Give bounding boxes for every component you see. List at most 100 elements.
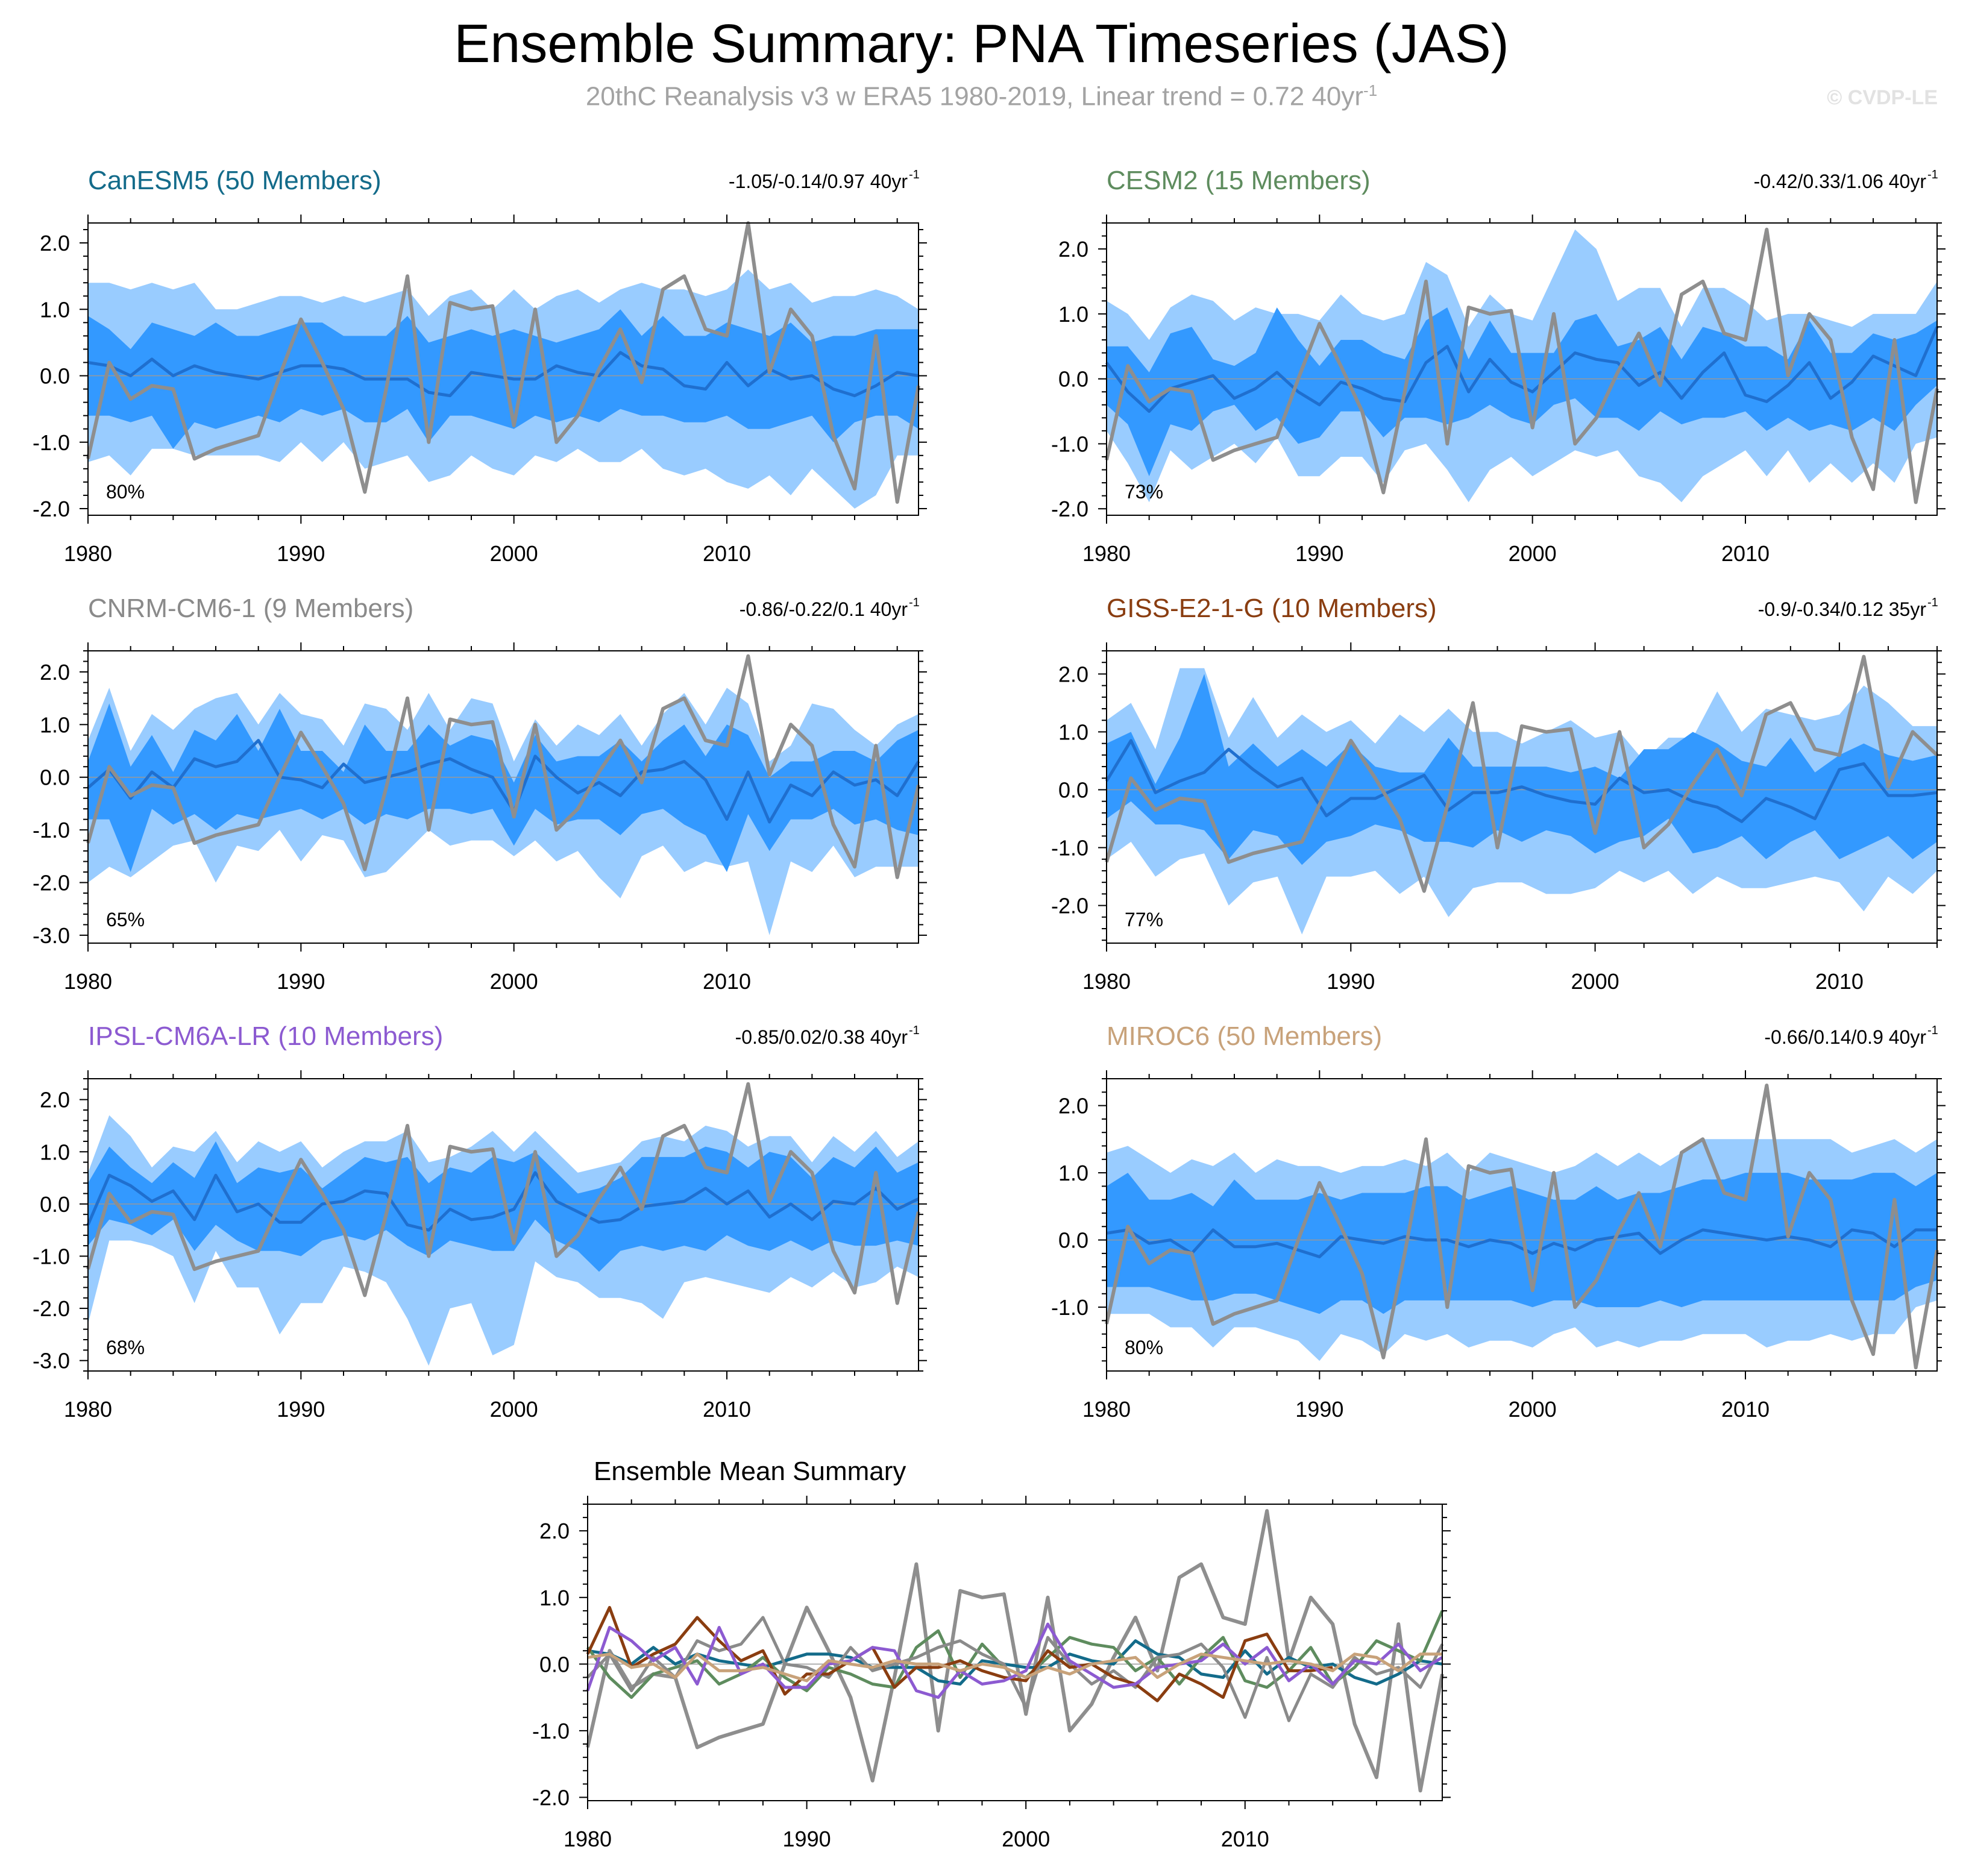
plot-frame-1 [1106, 222, 1938, 516]
xtick-label-5: 2000 [1509, 1397, 1557, 1422]
observed-line-1 [1105, 227, 1939, 504]
subtitle-exponent: -1 [1363, 81, 1378, 99]
ytick-label-2: 0.0 [40, 765, 70, 790]
ytick-label-6: 1.0 [539, 1586, 570, 1610]
summary-mean-line-giss-e2-1-g [586, 1605, 1333, 1702]
ytick-label-6: 2.0 [539, 1519, 570, 1543]
ytick-label-0: -1.0 [33, 430, 70, 455]
ytick-label-2: 2.0 [40, 660, 70, 685]
ensemble-mean-line-0 [87, 351, 919, 398]
panel-trend-exp-0: -1 [909, 168, 920, 181]
observed-line-3 [1105, 654, 1939, 893]
xtick-label-0: 1990 [277, 541, 325, 566]
xtick-label-4: 1990 [277, 1397, 325, 1422]
xtick-label-1: 1990 [1295, 541, 1343, 566]
ytick-label-2: -1.0 [33, 818, 70, 842]
xtick-label-6: 1990 [783, 1827, 831, 1851]
observed-line-5 [1105, 1084, 1939, 1370]
xtick-label-6: 2010 [1221, 1827, 1269, 1851]
xtick-label-2: 1980 [64, 969, 112, 994]
ytick-label-6: 0.0 [539, 1652, 570, 1677]
xtick-label-0: 2010 [703, 541, 751, 566]
panel-title-5: MIROC6 (50 Members) [1107, 1021, 1382, 1051]
panel-ipsl-cm6a-lr: IPSL-CM6A-LR (10 Members) -0.85/0.02/0.38… [33, 1021, 927, 1422]
ytick-label-2: -3.0 [33, 923, 70, 948]
panel-trend-2: -0.86/-0.22/0.1 40yr [740, 598, 908, 620]
xtick-label-4: 2000 [490, 1397, 538, 1422]
plot-frame-6 [587, 1504, 1443, 1801]
inner-band-1 [1107, 307, 1937, 477]
ytick-label-1: 1.0 [1058, 302, 1088, 327]
panel-percent-2: 65% [106, 909, 145, 930]
xtick-label-3: 2010 [1815, 969, 1864, 994]
plot-frame-2 [87, 650, 919, 944]
xtick-label-2: 2000 [490, 969, 538, 994]
panel-percent-1: 73% [1125, 481, 1163, 503]
ytick-label-0: -2.0 [33, 497, 70, 521]
xtick-label-4: 1980 [64, 1397, 112, 1422]
plot-frame-5 [1106, 1078, 1938, 1372]
panel-canesm5: CanESM5 (50 Members) -1.05/-0.14/0.97 40y… [33, 166, 927, 566]
xtick-label-5: 1980 [1082, 1397, 1131, 1422]
xtick-label-5: 1990 [1295, 1397, 1343, 1422]
ytick-label-0: 2.0 [40, 231, 70, 256]
panel-trend-5: -0.66/0.14/0.9 40yr [1764, 1026, 1926, 1048]
xtick-label-4: 2010 [703, 1397, 751, 1422]
panel-trend-exp-1: -1 [1927, 168, 1938, 181]
xtick-label-2: 1990 [277, 969, 325, 994]
ytick-label-1: 2.0 [1058, 237, 1088, 262]
ytick-label-2: 1.0 [40, 712, 70, 737]
ensemble-mean-line-3 [1105, 739, 1938, 823]
ytick-label-3: -2.0 [1051, 894, 1088, 918]
ytick-label-5: -1.0 [1051, 1295, 1088, 1320]
ytick-label-1: -1.0 [1051, 431, 1088, 456]
xtick-label-2: 2010 [703, 969, 751, 994]
panel-title-3: GISS-E2-1-G (10 Members) [1107, 594, 1437, 623]
panel-miroc6: MIROC6 (50 Members) -0.66/0.14/0.9 40yr -1… [1051, 1021, 1946, 1422]
ytick-label-4: -1.0 [33, 1244, 70, 1269]
xtick-label-0: 1980 [64, 541, 112, 566]
xtick-label-5: 2010 [1721, 1397, 1770, 1422]
ytick-label-5: 2.0 [1058, 1094, 1088, 1118]
ytick-label-0: 1.0 [40, 297, 70, 322]
panel-title-0: CanESM5 (50 Members) [88, 166, 382, 195]
ensemble-mean-line-1 [1105, 326, 1939, 413]
panel-trend-1: -0.42/0.33/1.06 40yr [1754, 171, 1927, 192]
ytick-label-6: -1.0 [532, 1719, 570, 1743]
panel-trend-exp-4: -1 [909, 1024, 920, 1037]
ytick-label-4: 0.0 [40, 1192, 70, 1217]
panel-trend-3: -0.9/-0.34/0.12 35yr [1758, 598, 1927, 620]
figure-subtitle: 20thC Reanalysis v3 w ERA5 1980-2019, Li… [0, 81, 1963, 112]
panel-cnrm-cm6-1: CNRM-CM6-1 (9 Members) -0.86/-0.22/0.1 40… [33, 594, 927, 994]
panel-trend-0: -1.05/-0.14/0.97 40yr [729, 171, 908, 192]
panel-trend-4: -0.85/0.02/0.38 40yr [735, 1026, 908, 1048]
inner-band-0 [88, 309, 919, 449]
ytick-label-1: -2.0 [1051, 497, 1088, 521]
summary-mean-line-ipsl-cm6a-lr [586, 1622, 1443, 1699]
panel-ensemble-mean-summary: Ensemble Mean Summary -2.0 -1.0 0.0 1.0 2.0 19… [532, 1457, 1451, 1851]
observed-line-0 [86, 221, 920, 504]
xtick-label-3: 2000 [1571, 969, 1619, 994]
plot-frame-3 [1106, 650, 1938, 944]
credit-watermark: © CVDP-LE [1827, 86, 1938, 109]
panel-title-2: CNRM-CM6-1 (9 Members) [88, 594, 413, 623]
xtick-label-1: 1980 [1082, 541, 1131, 566]
ensemble-mean-line-5 [1106, 1228, 1937, 1258]
ytick-label-0: 0.0 [40, 364, 70, 389]
panel-percent-3: 77% [1125, 909, 1163, 930]
xtick-label-1: 2000 [1509, 541, 1557, 566]
panel-trend-exp-5: -1 [1927, 1024, 1938, 1037]
ytick-label-5: 0.0 [1058, 1228, 1088, 1253]
figure-title: Ensemble Summary: PNA Timeseries (JAS) [454, 14, 1509, 74]
panel-title-1: CESM2 (15 Members) [1107, 166, 1371, 195]
ytick-label-1: 0.0 [1058, 367, 1088, 392]
summary-title: Ensemble Mean Summary [594, 1457, 906, 1486]
ytick-label-3: -1.0 [1051, 836, 1088, 861]
ytick-label-3: 1.0 [1058, 720, 1088, 744]
xtick-label-6: 1980 [564, 1827, 612, 1851]
ytick-label-3: 2.0 [1058, 662, 1088, 686]
ensemble-mean-line-2 [87, 739, 920, 824]
inner-band-5 [1107, 1173, 1937, 1314]
ytick-label-2: -2.0 [33, 871, 70, 896]
